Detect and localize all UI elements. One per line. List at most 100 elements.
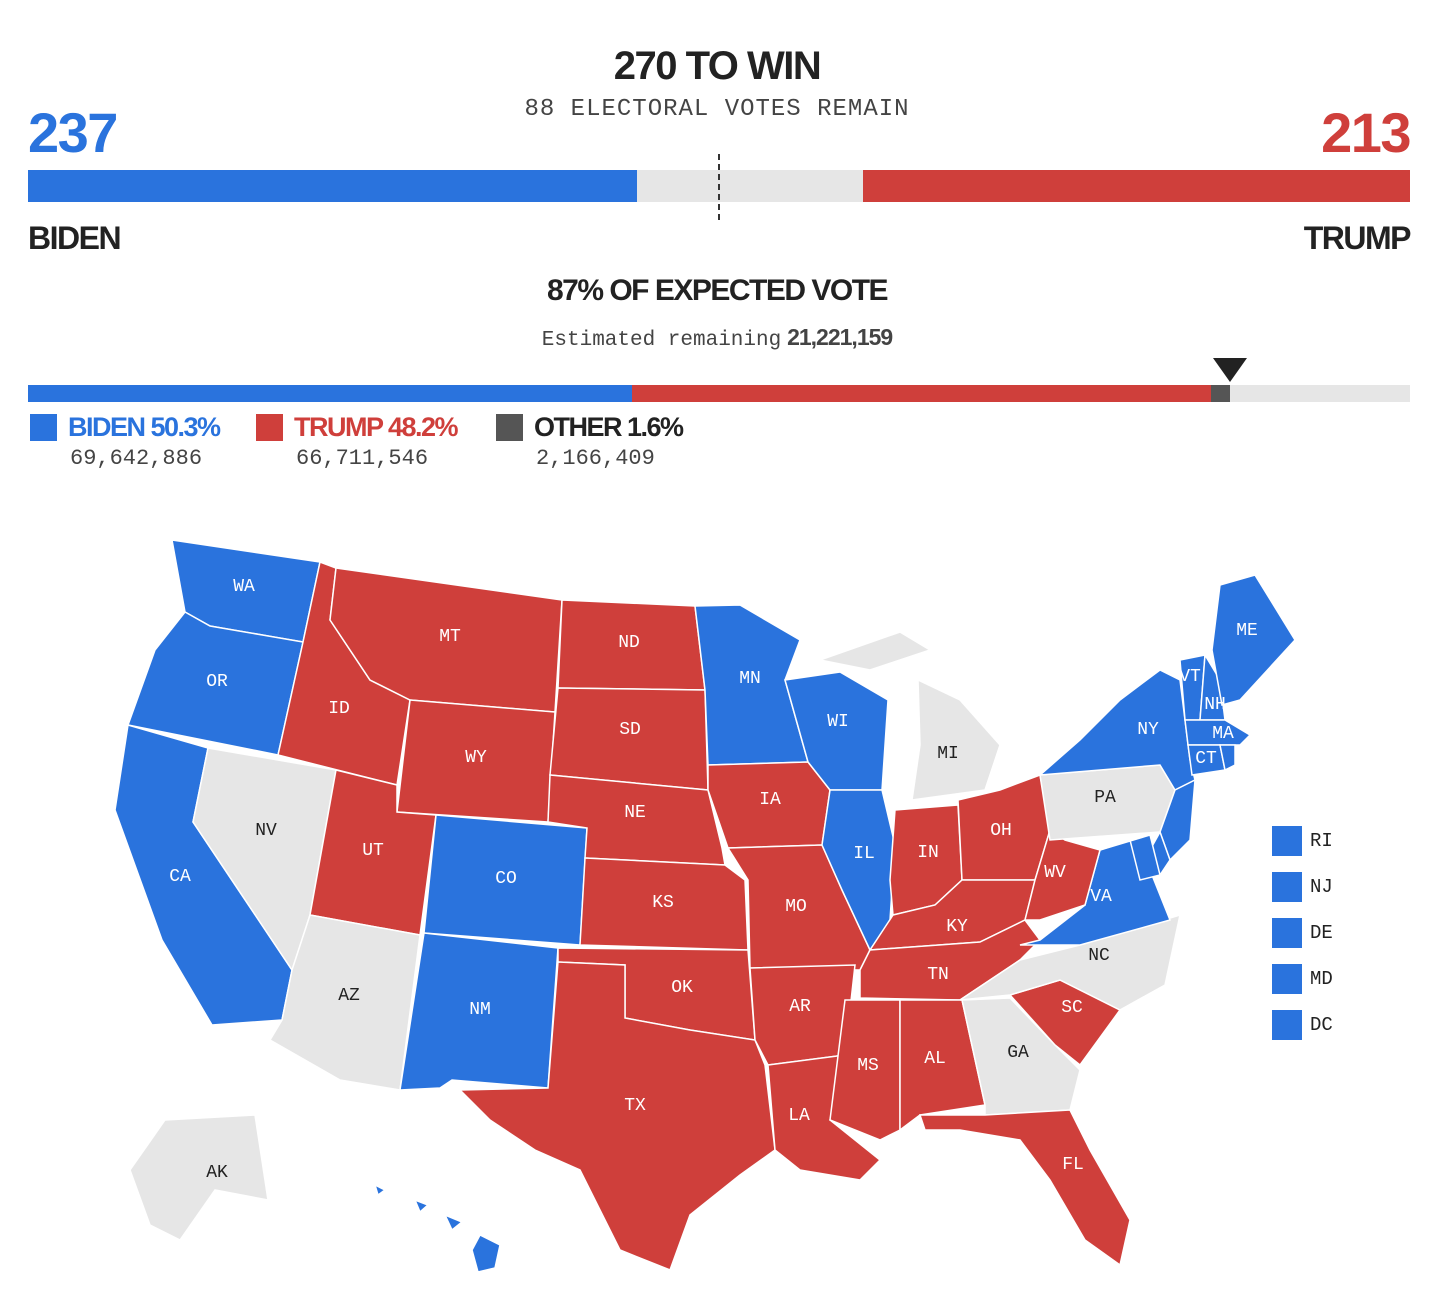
state-nj[interactable] bbox=[1159, 778, 1196, 862]
popular-bar-biden bbox=[28, 385, 633, 402]
electoral-bar-trump bbox=[862, 170, 1410, 202]
legend-votes-other: 2,166,409 bbox=[536, 446, 655, 471]
state-label-al: AL bbox=[924, 1049, 946, 1069]
state-label-nm: NM bbox=[469, 1000, 491, 1020]
state-label-sc: SC bbox=[1061, 998, 1083, 1018]
trump-label: TRUMP bbox=[1303, 220, 1412, 256]
state-label-ak: AK bbox=[206, 1163, 228, 1183]
state-label-ny: NY bbox=[1137, 720, 1159, 740]
state-label-ma: MA bbox=[1212, 724, 1234, 744]
legend-label-other: OTHER 1.6% bbox=[534, 412, 684, 442]
state-mi[interactable] bbox=[817, 631, 1001, 801]
state-label-in: IN bbox=[917, 843, 939, 863]
state-label-sd: SD bbox=[619, 720, 641, 740]
small-state-box bbox=[1272, 872, 1302, 902]
state-label-wa: WA bbox=[233, 577, 255, 597]
state-label-ca: CA bbox=[169, 867, 191, 887]
electoral-bar-biden bbox=[28, 170, 637, 202]
small-state-label: MD bbox=[1310, 968, 1333, 990]
state-ma[interactable] bbox=[1184, 719, 1252, 746]
popular-vote-bar bbox=[28, 385, 1410, 402]
small-state-label: DE bbox=[1310, 922, 1333, 944]
state-label-mn: MN bbox=[739, 669, 761, 689]
state-label-wi: WI bbox=[827, 712, 849, 732]
state-label-wy: WY bbox=[465, 748, 487, 768]
small-state-box bbox=[1272, 826, 1302, 856]
state-label-va: VA bbox=[1090, 887, 1112, 907]
trump-electoral-votes: 213 bbox=[1321, 101, 1411, 164]
state-label-ky: KY bbox=[946, 917, 968, 937]
expected-vote-marker-icon bbox=[1213, 358, 1248, 382]
small-state-label: NJ bbox=[1310, 876, 1333, 898]
state-label-mt: MT bbox=[439, 627, 461, 647]
state-label-nh: NH bbox=[1204, 695, 1226, 715]
state-ms[interactable] bbox=[829, 999, 901, 1141]
votes-remaining: 88 ELECTORAL VOTES REMAIN bbox=[524, 96, 910, 123]
state-label-az: AZ bbox=[338, 986, 360, 1006]
state-label-oh: OH bbox=[990, 821, 1012, 841]
legend-votes-trump: 66,711,546 bbox=[296, 446, 429, 471]
legend-swatch-other bbox=[496, 414, 523, 441]
small-state-box bbox=[1272, 964, 1302, 994]
state-label-vt: VT bbox=[1179, 667, 1201, 687]
state-label-ct: CT bbox=[1195, 749, 1217, 769]
state-label-pa: PA bbox=[1094, 788, 1116, 808]
legend-votes-biden: 69,642,886 bbox=[70, 446, 203, 471]
biden-label: BIDEN bbox=[28, 220, 122, 256]
state-label-ut: UT bbox=[362, 841, 384, 861]
state-label-la: LA bbox=[788, 1106, 810, 1126]
state-hi[interactable] bbox=[373, 1183, 501, 1273]
state-me[interactable] bbox=[1211, 574, 1296, 706]
state-label-me: ME bbox=[1236, 621, 1258, 641]
state-label-ne: NE bbox=[624, 803, 646, 823]
state-label-co: CO bbox=[495, 869, 517, 889]
state-label-mi: MI bbox=[937, 744, 959, 764]
state-labels: WA OR CA NV ID MT WY UT AZ CO NM ND SD NE KS OK TX MN IA MO… bbox=[169, 577, 1258, 1183]
state-md[interactable] bbox=[1099, 834, 1161, 881]
state-label-tx: TX bbox=[624, 1096, 646, 1116]
popular-bar-trump bbox=[632, 385, 1212, 402]
state-fl[interactable] bbox=[918, 1109, 1131, 1267]
state-label-wv: WV bbox=[1044, 863, 1066, 883]
legend-label-biden: BIDEN 50.3% bbox=[68, 412, 221, 442]
state-label-id: ID bbox=[328, 699, 350, 719]
state-ri[interactable] bbox=[1219, 744, 1236, 772]
state-label-nd: ND bbox=[618, 633, 640, 653]
state-label-ga: GA bbox=[1007, 1043, 1029, 1063]
state-label-or: OR bbox=[206, 672, 228, 692]
state-al[interactable] bbox=[899, 999, 986, 1132]
state-label-tn: TN bbox=[927, 965, 949, 985]
state-label-il: IL bbox=[853, 844, 875, 864]
estimated-remaining: Estimated remaining 21,221,159 bbox=[0, 324, 1434, 352]
us-electoral-map: WA OR CA NV ID MT WY UT AZ CO NM ND SD NE KS OK TX MN IA MO… bbox=[114, 539, 1296, 1273]
state-ga[interactable] bbox=[961, 997, 1081, 1116]
state-tx[interactable] bbox=[458, 961, 776, 1271]
state-ak[interactable] bbox=[129, 1114, 269, 1241]
state-label-mo: MO bbox=[785, 897, 807, 917]
win-threshold-line bbox=[718, 154, 720, 220]
estimated-remaining-value: 21,221,159 bbox=[787, 324, 893, 350]
estimated-remaining-label: Estimated remaining bbox=[541, 329, 782, 352]
state-ks[interactable] bbox=[579, 857, 749, 951]
state-label-ms: MS bbox=[857, 1056, 879, 1076]
popular-bar-other bbox=[1211, 385, 1231, 402]
state-label-ar: AR bbox=[789, 997, 811, 1017]
legend-swatch-trump bbox=[256, 414, 283, 441]
legend-label-trump: TRUMP 48.2% bbox=[294, 412, 459, 442]
race-title: 270 TO WIN bbox=[613, 44, 822, 88]
legend-swatch-biden bbox=[30, 414, 57, 441]
state-label-nc: NC bbox=[1088, 946, 1110, 966]
state-az[interactable] bbox=[268, 914, 421, 1091]
state-label-ia: IA bbox=[759, 790, 781, 810]
state-label-ks: KS bbox=[652, 893, 674, 913]
small-state-label: RI bbox=[1310, 830, 1333, 852]
small-state-box bbox=[1272, 918, 1302, 948]
biden-electoral-votes: 237 bbox=[28, 101, 118, 164]
expected-vote-label: 87% OF EXPECTED VOTE bbox=[546, 274, 889, 307]
small-state-box bbox=[1272, 1010, 1302, 1040]
state-nc[interactable] bbox=[959, 913, 1181, 1011]
state-label-fl: FL bbox=[1062, 1155, 1084, 1175]
state-label-nv: NV bbox=[255, 821, 277, 841]
small-state-label: DC bbox=[1310, 1014, 1333, 1036]
state-label-ok: OK bbox=[671, 978, 693, 998]
